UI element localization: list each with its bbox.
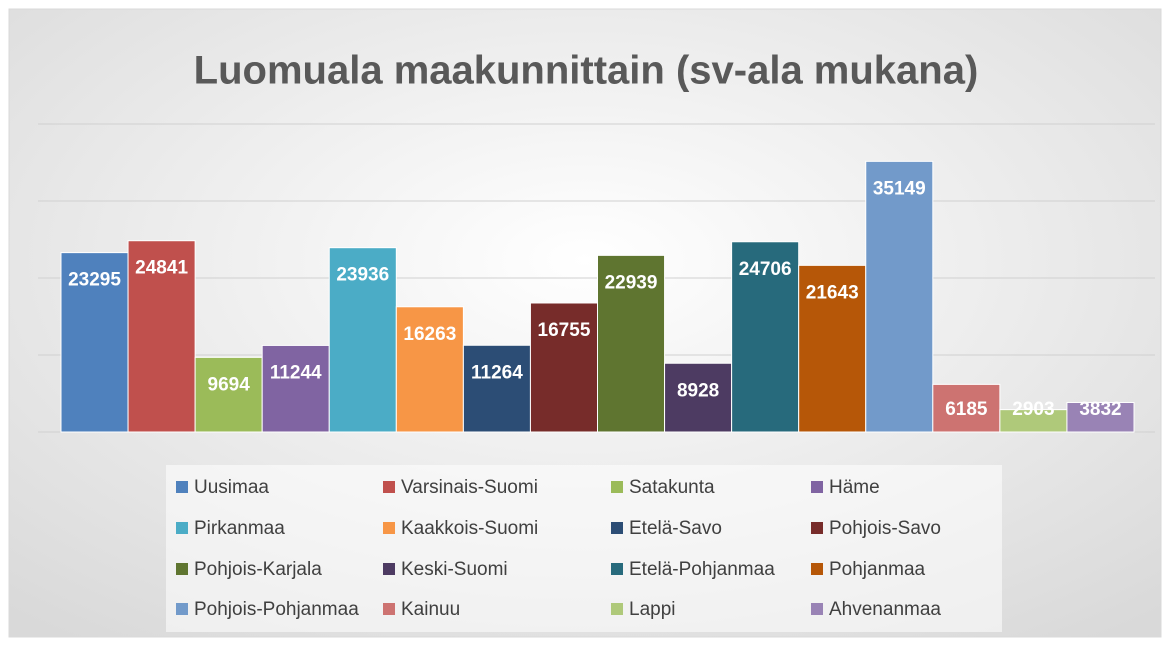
legend-swatch bbox=[176, 563, 188, 575]
legend-label: Häme bbox=[829, 477, 880, 498]
legend-swatch bbox=[811, 603, 823, 615]
data-label: 9694 bbox=[208, 374, 251, 395]
legend-label: Ahvenanmaa bbox=[829, 599, 941, 620]
bar bbox=[462, 344, 531, 433]
data-label: 16755 bbox=[538, 320, 591, 341]
bar bbox=[865, 160, 934, 433]
data-label: 11264 bbox=[471, 362, 523, 383]
legend-label: Keski-Suomi bbox=[401, 559, 508, 580]
bar bbox=[529, 302, 598, 433]
legend-swatch bbox=[176, 522, 188, 534]
data-label: 16263 bbox=[403, 324, 456, 345]
data-label: 3832 bbox=[1079, 399, 1121, 420]
data-label: 24841 bbox=[135, 258, 188, 279]
legend-swatch bbox=[383, 563, 395, 575]
legend-swatch bbox=[811, 563, 823, 575]
legend-label: Varsinais-Suomi bbox=[401, 477, 538, 498]
legend-swatch bbox=[811, 481, 823, 493]
data-label: 11244 bbox=[270, 362, 322, 383]
legend-label: Pohjois-Savo bbox=[829, 518, 941, 539]
data-label: 22939 bbox=[605, 272, 658, 293]
bar bbox=[597, 254, 666, 433]
data-label: 2903 bbox=[1012, 399, 1054, 420]
data-label: 35149 bbox=[873, 178, 926, 199]
legend-label: Pirkanmaa bbox=[194, 518, 285, 539]
legend-label: Uusimaa bbox=[194, 477, 269, 498]
bar bbox=[395, 306, 464, 433]
legend-label: Pohjois-Karjala bbox=[194, 559, 322, 580]
legend-swatch bbox=[176, 603, 188, 615]
legend-swatch bbox=[383, 481, 395, 493]
bar bbox=[1066, 401, 1135, 433]
data-label: 8928 bbox=[677, 380, 719, 401]
data-label: 23295 bbox=[68, 270, 121, 291]
bar bbox=[127, 240, 196, 433]
bar bbox=[261, 344, 330, 433]
bar bbox=[664, 362, 733, 433]
legend-label: Satakunta bbox=[629, 477, 715, 498]
legend-swatch bbox=[176, 481, 188, 493]
chart-title: Luomuala maakunnittain (sv-ala mukana) bbox=[194, 49, 979, 93]
legend-swatch bbox=[811, 522, 823, 534]
bar bbox=[932, 383, 1001, 433]
data-label: 21643 bbox=[806, 282, 859, 303]
bar bbox=[60, 252, 129, 433]
legend-label: Kainuu bbox=[401, 599, 460, 620]
legend-label: Etelä-Savo bbox=[629, 518, 722, 539]
legend-label: Pohjois-Pohjanmaa bbox=[194, 599, 359, 620]
data-label: 23936 bbox=[336, 265, 389, 286]
legend-swatch bbox=[611, 603, 623, 615]
legend-box bbox=[166, 465, 1002, 632]
legend-label: Kaakkois-Suomi bbox=[401, 518, 538, 539]
data-label: 24706 bbox=[739, 259, 792, 280]
bar bbox=[798, 264, 867, 433]
legend-swatch bbox=[383, 603, 395, 615]
legend-swatch bbox=[611, 522, 623, 534]
legend-label: Lappi bbox=[629, 599, 676, 620]
legend-swatch bbox=[611, 481, 623, 493]
legend-label: Etelä-Pohjanmaa bbox=[629, 559, 775, 580]
legend-swatch bbox=[611, 563, 623, 575]
data-label: 6185 bbox=[945, 399, 988, 420]
legend-label: Pohjanmaa bbox=[829, 559, 926, 580]
legend-swatch bbox=[383, 522, 395, 534]
